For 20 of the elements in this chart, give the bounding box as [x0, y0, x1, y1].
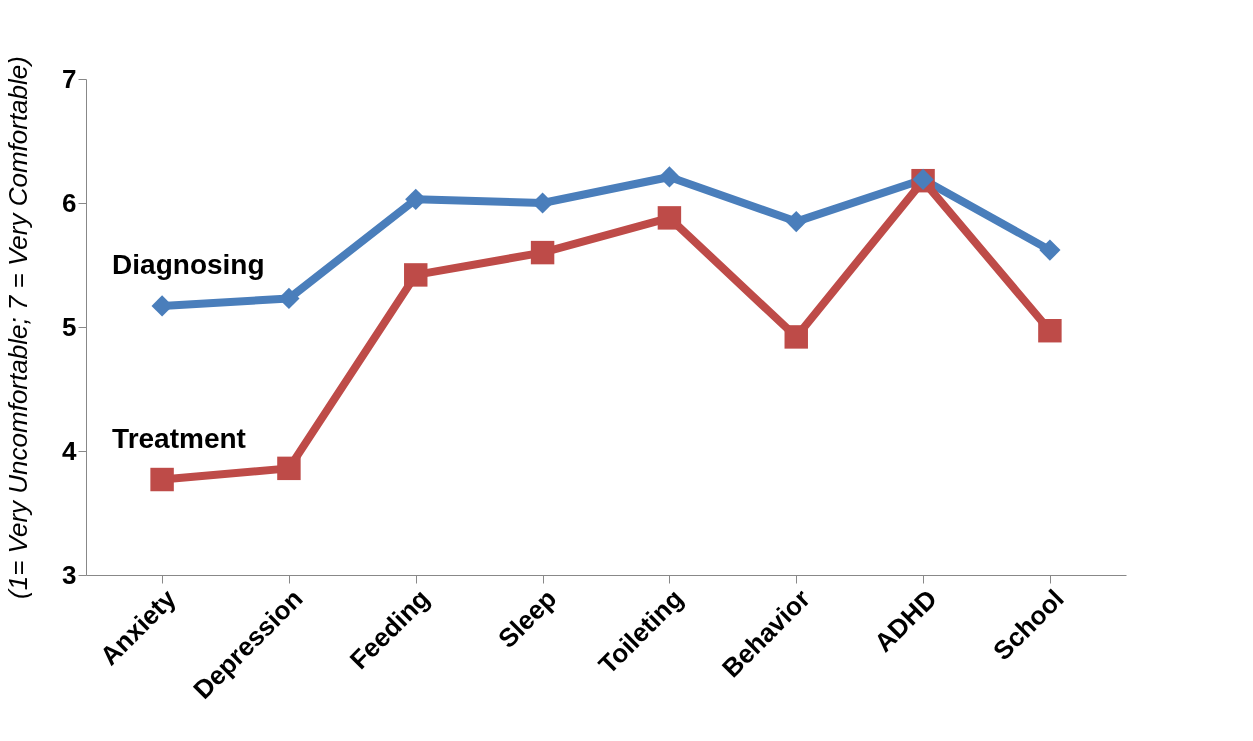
- y-axis-title: (1= Very Uncomfortable; 7 = Very Comfortable): [3, 56, 34, 599]
- series-label: Diagnosing: [112, 248, 265, 280]
- y-tick-label: 4: [62, 435, 78, 466]
- point: [1038, 318, 1062, 343]
- y-tick-label: 5: [62, 311, 77, 342]
- point: [150, 467, 174, 492]
- point: [530, 240, 555, 265]
- y-tick-label: 7: [62, 63, 77, 94]
- point: [785, 210, 807, 233]
- point: [151, 295, 173, 317]
- point: [658, 166, 681, 188]
- point: [404, 263, 428, 287]
- point: [278, 287, 300, 310]
- y-tick-label: 3: [62, 559, 77, 590]
- point: [1039, 239, 1061, 261]
- point: [657, 206, 682, 230]
- series-label: Treatment: [112, 422, 246, 454]
- point: [784, 325, 808, 349]
- point: [277, 456, 301, 481]
- y-tick-label: 6: [62, 187, 77, 218]
